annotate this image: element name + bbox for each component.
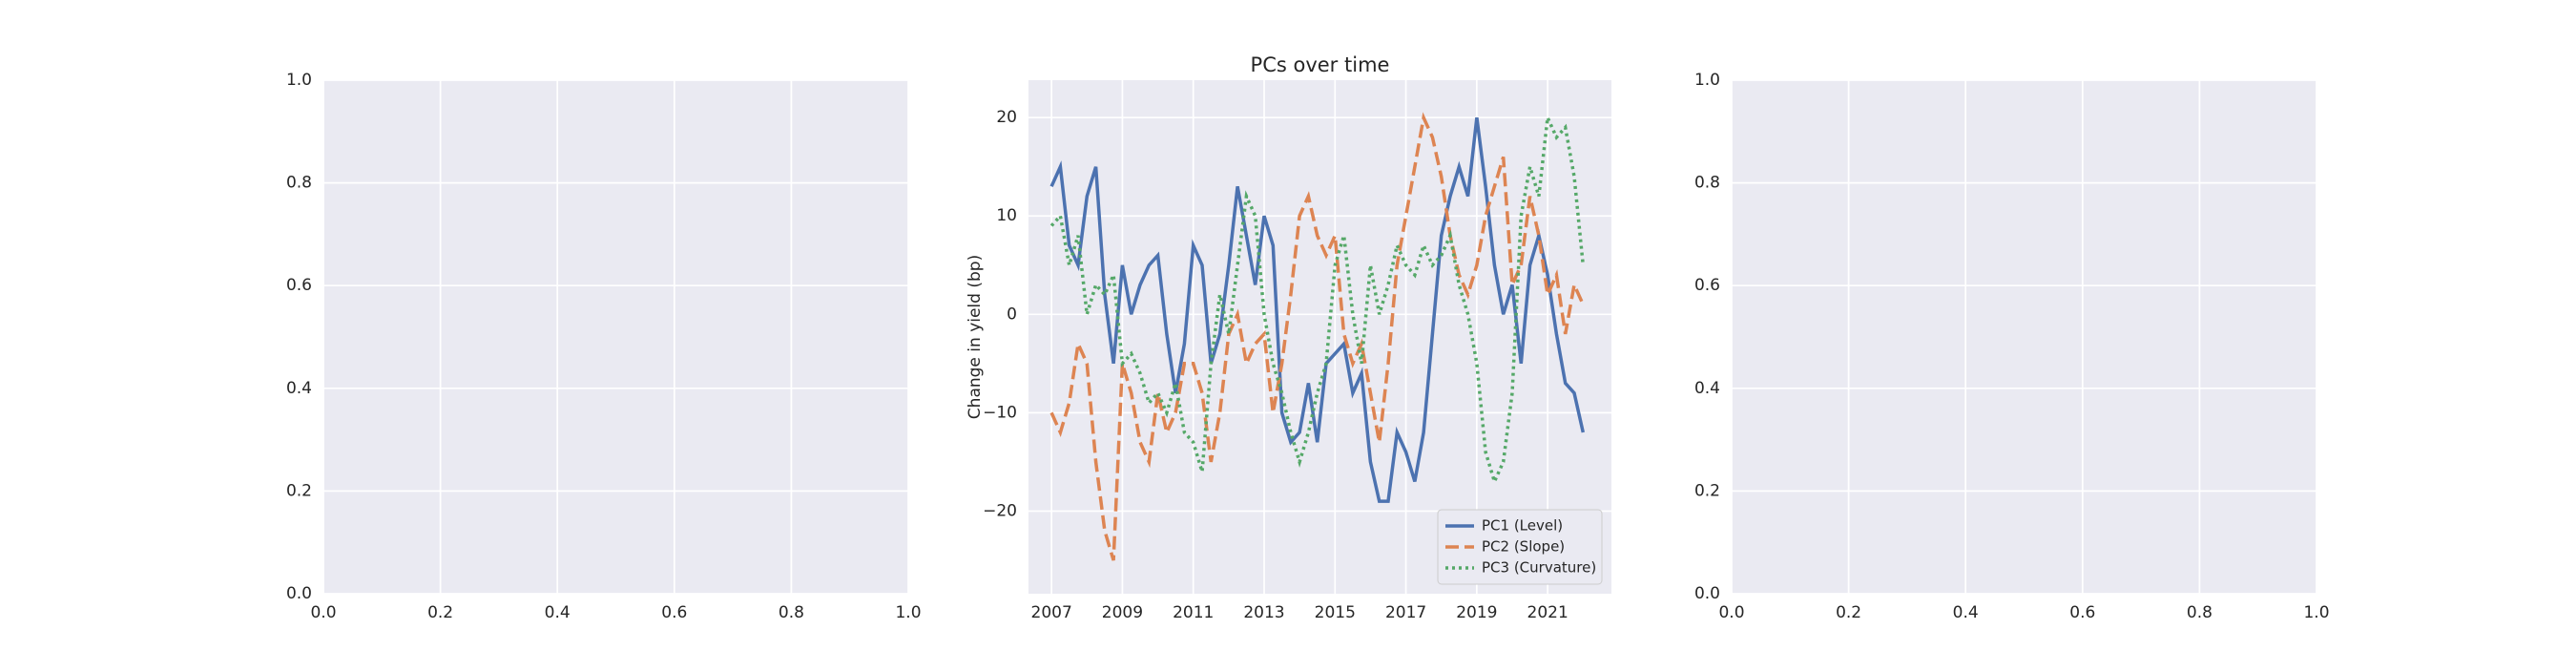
y-tick-label: 0.2 bbox=[286, 481, 312, 500]
x-tick-label: 0.6 bbox=[661, 603, 687, 622]
legend-label: PC1 (Level) bbox=[1482, 517, 1563, 535]
y-tick-label: 0.4 bbox=[286, 379, 312, 398]
x-tick-label: 0.4 bbox=[545, 603, 571, 622]
x-tick-label: 2009 bbox=[1102, 603, 1143, 622]
y-tick-label: 0.4 bbox=[1694, 379, 1720, 398]
data-line bbox=[1049, 116, 1586, 503]
x-tick-label: 2007 bbox=[1031, 603, 1072, 622]
y-tick-label: 0.0 bbox=[1694, 584, 1720, 603]
plot-area bbox=[1028, 80, 1611, 594]
y-tick-label: 1.0 bbox=[286, 71, 312, 90]
legend-label: PC2 (Slope) bbox=[1482, 538, 1565, 556]
legend-box bbox=[1437, 509, 1603, 585]
x-tick-label: 0.0 bbox=[1718, 603, 1744, 622]
x-tick-label: 0.0 bbox=[310, 603, 336, 622]
x-tick-label: 0.6 bbox=[2069, 603, 2095, 622]
data-line bbox=[1049, 112, 1585, 561]
data-line bbox=[1049, 111, 1586, 487]
x-tick-label: 0.8 bbox=[2187, 603, 2212, 622]
y-tick-label: 0.8 bbox=[286, 174, 312, 193]
y-tick-label: 0.8 bbox=[1694, 174, 1720, 193]
y-tick-label: 20 bbox=[996, 108, 1017, 127]
y-tick-label: 0.6 bbox=[1694, 276, 1720, 295]
y-tick-label: −20 bbox=[983, 501, 1017, 520]
x-tick-label: 0.4 bbox=[1953, 603, 1979, 622]
y-tick-label: 0.6 bbox=[286, 276, 312, 295]
x-tick-label: 2017 bbox=[1385, 603, 1426, 622]
x-tick-label: 1.0 bbox=[2303, 603, 2329, 622]
y-tick-label: −10 bbox=[983, 403, 1017, 422]
y-tick-label: 0.2 bbox=[1694, 481, 1720, 500]
y-tick-label: 10 bbox=[996, 206, 1017, 225]
y-tick-label: 0 bbox=[1007, 304, 1017, 324]
x-tick-label: 2021 bbox=[1527, 603, 1568, 622]
y-axis-label: Change in yield (bp) bbox=[966, 255, 985, 419]
x-tick-label: 0.2 bbox=[427, 603, 453, 622]
plot-area bbox=[323, 80, 908, 594]
x-tick-label: 2015 bbox=[1315, 603, 1356, 622]
y-tick-label: 0.0 bbox=[286, 584, 312, 603]
x-tick-label: 0.2 bbox=[1836, 603, 1861, 622]
legend-label: PC3 (Curvature) bbox=[1482, 559, 1596, 577]
x-tick-label: 0.8 bbox=[779, 603, 804, 622]
x-tick-label: 2013 bbox=[1243, 603, 1284, 622]
y-tick-label: 1.0 bbox=[1694, 71, 1720, 90]
x-tick-label: 2011 bbox=[1173, 603, 1214, 622]
x-tick-label: 1.0 bbox=[895, 603, 921, 622]
plot-area bbox=[1732, 80, 2316, 594]
legend: PC1 (Level) PC2 (Slope) PC3 (Curvature) bbox=[1437, 509, 1603, 585]
x-tick-label: 2019 bbox=[1456, 603, 1497, 622]
chart-title: PCs over time bbox=[1251, 53, 1390, 76]
